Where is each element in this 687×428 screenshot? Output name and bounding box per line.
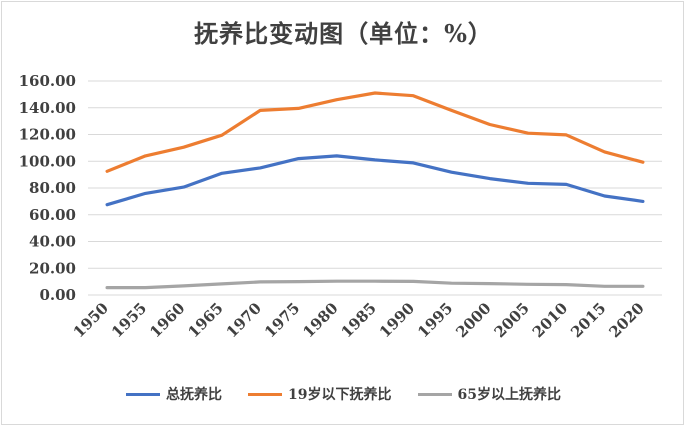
- x-tick-label: 1960: [146, 299, 188, 341]
- legend-swatch: [248, 392, 283, 396]
- legend-item: 19岁以下抚养比: [248, 384, 392, 404]
- legend-item: 65岁以上抚养比: [417, 384, 561, 404]
- chart-title: 抚养比变动图（单位：%）: [194, 19, 493, 48]
- x-tick-label: 1980: [299, 299, 341, 341]
- y-tick-label: 120.00: [19, 126, 76, 144]
- series-line-0: [105, 154, 645, 207]
- series-line-1: [105, 91, 645, 173]
- legend-swatch: [417, 392, 452, 396]
- y-tick-label: 160.00: [19, 72, 76, 90]
- y-tick-label: 40.00: [29, 233, 76, 251]
- x-tick-label: 2020: [605, 299, 647, 341]
- y-tick-label: 20.00: [29, 259, 76, 277]
- x-tick-label: 2000: [452, 299, 494, 341]
- series-line-2: [105, 279, 645, 290]
- legend-item: 总抚养比: [126, 384, 222, 404]
- x-tick-label: 2010: [529, 299, 571, 341]
- y-tick-label: 140.00: [19, 99, 76, 117]
- x-tick-label: 1990: [376, 299, 418, 341]
- x-tick-label: 1985: [338, 299, 380, 341]
- legend-label: 65岁以上抚养比: [457, 387, 561, 403]
- y-tick-label: 60.00: [29, 206, 76, 224]
- x-tick-label: 1950: [70, 299, 112, 341]
- y-tick-label: 80.00: [29, 179, 76, 197]
- legend-swatch: [126, 392, 161, 396]
- x-tick-label: 2015: [567, 299, 609, 341]
- legend-label: 总抚养比: [166, 387, 223, 403]
- x-tick-label: 2005: [491, 299, 533, 341]
- y-tick-label: 100.00: [19, 152, 76, 170]
- x-tick-label: 1975: [261, 299, 303, 341]
- x-tick-label: 1965: [185, 299, 227, 341]
- x-tick-label: 1970: [223, 299, 265, 341]
- x-tick-label: 1955: [108, 299, 150, 341]
- x-tick-label: 1995: [414, 299, 456, 341]
- legend-label: 19岁以下抚养比: [288, 387, 392, 403]
- y-tick-label: 0.00: [39, 286, 76, 304]
- chart-legend: 总抚养比 19岁以下抚养比 65岁以上抚养比: [0, 384, 687, 404]
